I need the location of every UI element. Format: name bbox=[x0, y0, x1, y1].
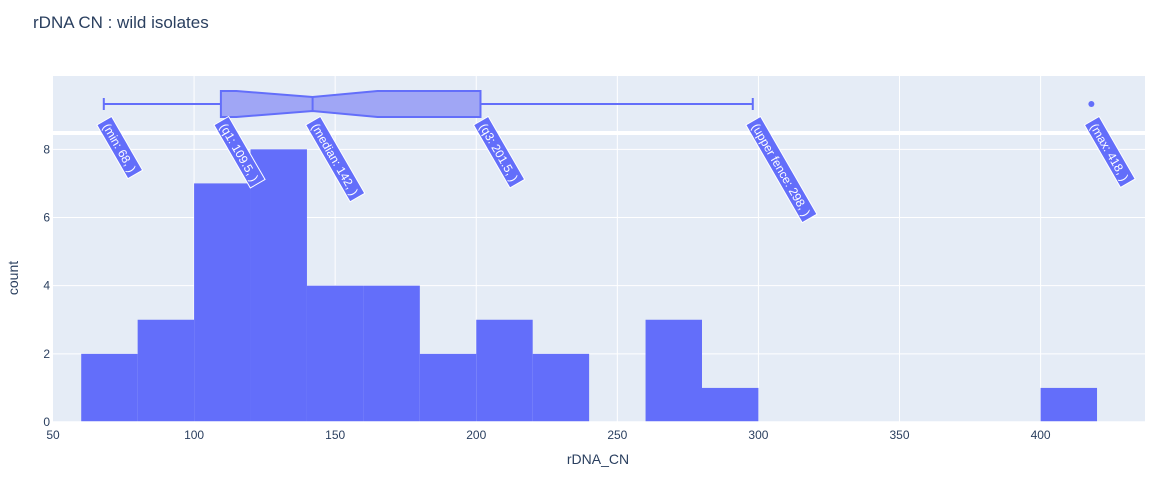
annotation-background bbox=[213, 115, 266, 189]
chart-title: rDNA CN : wild isolates bbox=[33, 13, 209, 32]
histogram-bar bbox=[81, 353, 138, 422]
histogram-bar bbox=[476, 319, 533, 422]
y-tick-label: 6 bbox=[43, 210, 50, 224]
x-tick-label: 100 bbox=[184, 428, 204, 442]
x-tick-label: 300 bbox=[748, 428, 768, 442]
marginal-box-plot bbox=[53, 76, 1145, 131]
annotation-background bbox=[1083, 115, 1136, 189]
histogram-bar bbox=[1040, 387, 1098, 422]
histogram-plot-area: 50 100 150 200 250 300 350 400 0 2 4 6 8 bbox=[43, 135, 1145, 442]
histogram-bar bbox=[532, 353, 590, 422]
outlier-point bbox=[1088, 101, 1095, 107]
y-tick-label: 0 bbox=[43, 415, 50, 429]
histogram-bar bbox=[306, 285, 364, 422]
x-tick-label: 400 bbox=[1031, 428, 1051, 442]
annotation-background bbox=[472, 115, 526, 189]
notched-box bbox=[219, 90, 482, 118]
y-tick-label: 8 bbox=[43, 142, 50, 156]
annotation-background bbox=[745, 115, 818, 224]
y-tick-label: 4 bbox=[43, 279, 50, 293]
annotation-background bbox=[304, 115, 366, 203]
y-axis-title: count bbox=[5, 261, 21, 295]
x-tick-label: 50 bbox=[46, 428, 60, 442]
x-axis-title: rDNA_CN bbox=[567, 451, 629, 467]
histogram-bar bbox=[363, 285, 420, 422]
annotation-background bbox=[96, 115, 144, 180]
x-tick-label: 150 bbox=[325, 428, 345, 442]
histogram-bar bbox=[250, 149, 307, 422]
y-tick-label: 2 bbox=[43, 347, 50, 361]
histogram-bar bbox=[194, 183, 251, 422]
histogram-bar bbox=[701, 387, 759, 422]
histogram-bar bbox=[645, 319, 702, 422]
x-tick-label: 250 bbox=[607, 428, 627, 442]
histogram-bar bbox=[137, 319, 195, 422]
x-tick-label: 200 bbox=[466, 428, 486, 442]
histogram-bar bbox=[419, 353, 477, 422]
x-tick-label: 350 bbox=[889, 428, 909, 442]
